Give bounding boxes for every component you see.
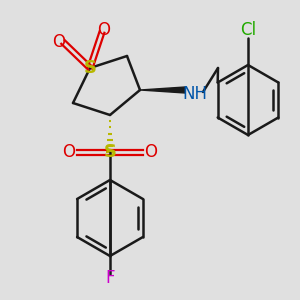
Text: S: S bbox=[83, 59, 97, 77]
Polygon shape bbox=[140, 87, 185, 93]
Text: NH: NH bbox=[182, 85, 208, 103]
Text: O: O bbox=[145, 143, 158, 161]
Text: F: F bbox=[105, 269, 115, 287]
Text: S: S bbox=[103, 143, 116, 161]
Text: O: O bbox=[98, 21, 110, 39]
Text: Cl: Cl bbox=[240, 21, 256, 39]
Text: O: O bbox=[62, 143, 76, 161]
Text: O: O bbox=[52, 33, 65, 51]
